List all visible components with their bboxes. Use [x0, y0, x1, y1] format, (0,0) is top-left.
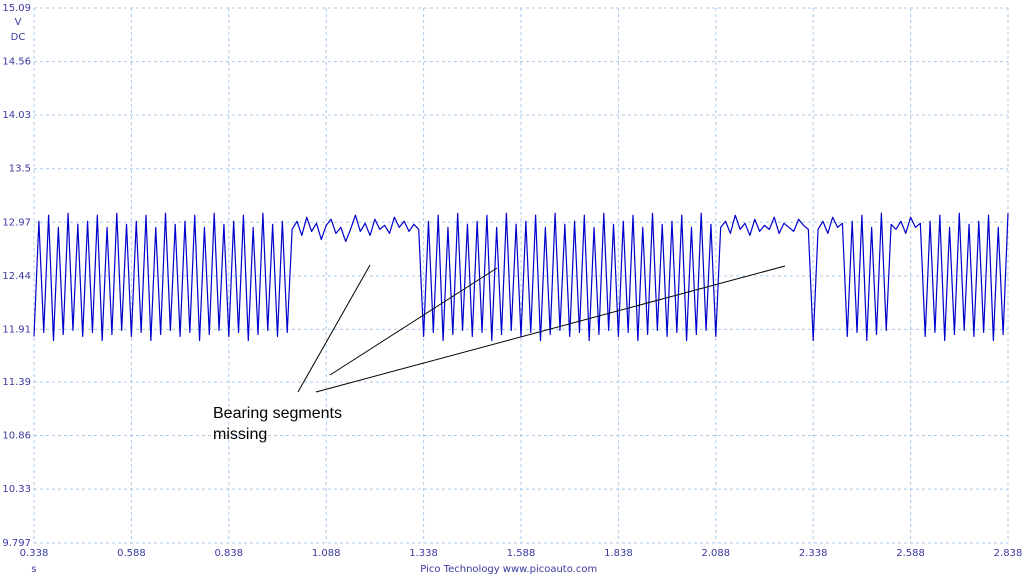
x-tick-label: 1.088: [312, 548, 341, 559]
x-tick-label: 2.588: [896, 548, 925, 559]
footer-url: www.picoauto.com: [503, 564, 597, 575]
x-unit: s: [31, 564, 36, 575]
x-tick-label: 0.338: [20, 548, 49, 559]
y-tick-label: 12.97: [2, 217, 31, 228]
x-tick-label: 1.838: [604, 548, 633, 559]
x-tick-label: 2.088: [701, 548, 730, 559]
x-tick-label: 0.588: [117, 548, 146, 559]
y-coupling: DC: [11, 32, 26, 43]
y-tick-label: 14.03: [2, 110, 31, 121]
grid: [33, 7, 1009, 544]
y-tick-label: 13.5: [9, 164, 31, 175]
y-tick-label: 11.91: [2, 324, 31, 335]
x-tick-label: 1.338: [409, 548, 438, 559]
footer-brand: Pico Technology: [420, 564, 499, 575]
annotation: Bearing segments: [213, 405, 342, 422]
y-tick-label: 10.33: [2, 484, 31, 495]
y-tick-label: 9.797: [2, 538, 31, 549]
annotation-pointer: [315, 265, 786, 393]
x-tick-label: 0.838: [214, 548, 243, 559]
y-tick-label: 12.44: [2, 271, 31, 282]
y-tick-label: 15.09: [2, 3, 31, 14]
annotation-pointer: [297, 264, 371, 393]
y-tick-label: 11.39: [2, 377, 31, 388]
x-tick-label: 2.338: [799, 548, 828, 559]
annotation-pointer: [329, 267, 498, 376]
y-tick-label: 10.86: [2, 431, 31, 442]
y-tick-label: 14.56: [2, 57, 31, 68]
y-unit: V: [15, 17, 22, 28]
x-tick-label: 2.838: [994, 548, 1023, 559]
annotation: missing: [213, 426, 267, 443]
x-tick-label: 1.588: [507, 548, 536, 559]
